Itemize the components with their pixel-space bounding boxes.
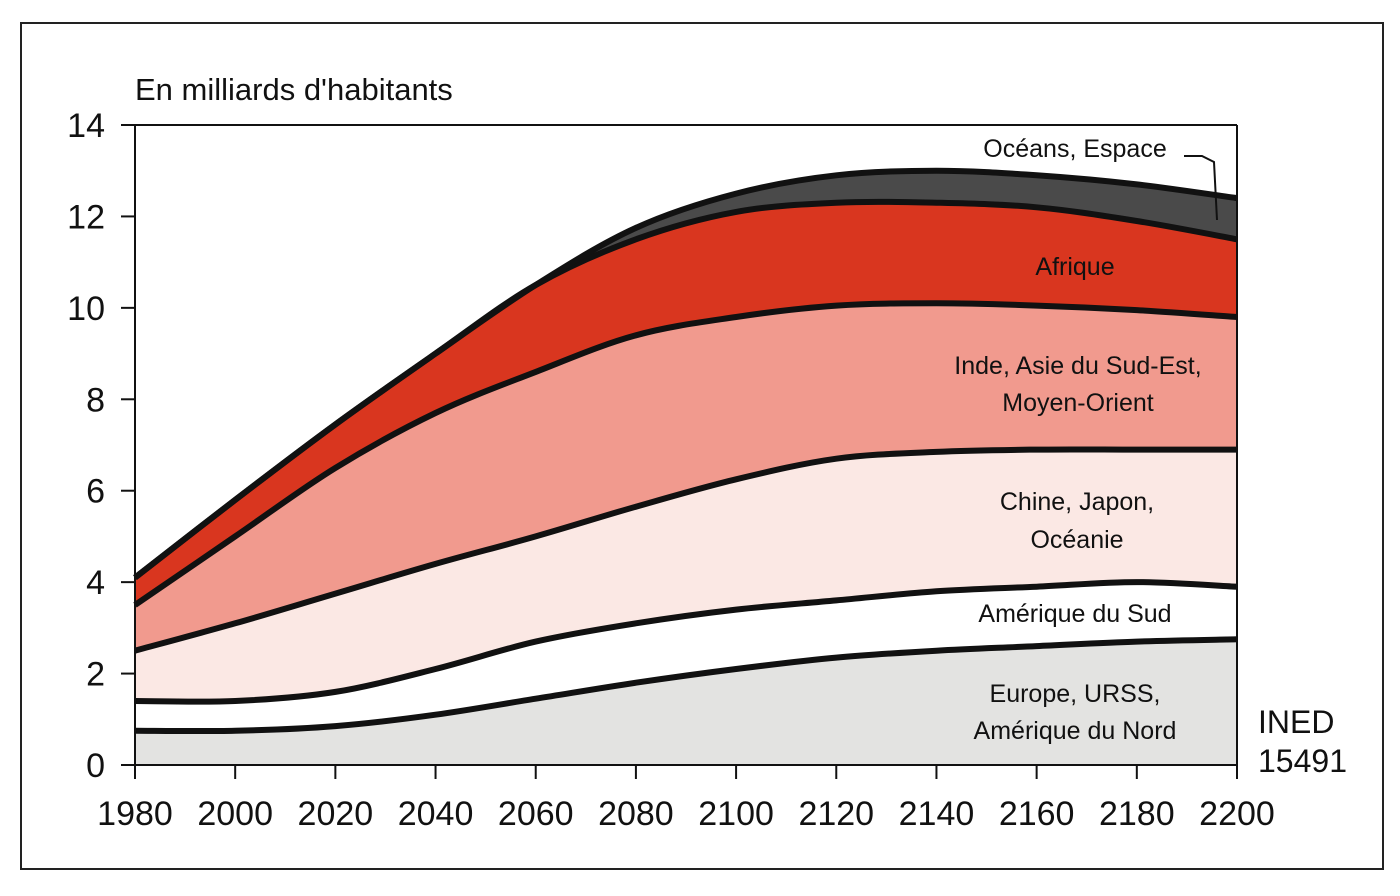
- x-tick-label: 2100: [698, 795, 774, 833]
- label-amerique-sud: Amérique du Sud: [978, 600, 1171, 628]
- label-inde-line1: Inde, Asie du Sud-Est,: [954, 352, 1201, 380]
- y-tick-label: 0: [86, 747, 105, 785]
- x-tick-label: 2000: [197, 795, 273, 833]
- y-tick-label: 10: [67, 290, 105, 328]
- x-tick-label: 2120: [798, 795, 874, 833]
- x-tick-label: 1980: [97, 795, 173, 833]
- x-tick-label: 2080: [598, 795, 674, 833]
- line-chine-japon-oc-anie: [134, 446, 1237, 654]
- label-inde-line2: Moyen-Orient: [1002, 389, 1153, 417]
- label-europe-line2: Amérique du Nord: [974, 717, 1177, 745]
- area-europe-urss-am-rique-du-nord: [135, 639, 1237, 765]
- line-am-rique-du-sud: [134, 579, 1238, 705]
- label-europe-line1: Europe, URSS,: [990, 680, 1161, 708]
- axes: 0 2 4 6 8 10 12 14 1980 2000 2020 2040 2060 2080 2100 2…: [67, 107, 1275, 833]
- source-label-line2: 15491: [1258, 743, 1347, 779]
- x-tick-label: 2060: [498, 795, 574, 833]
- y-tick-label: 8: [86, 381, 105, 419]
- y-tick-label: 4: [86, 564, 105, 602]
- label-afrique: Afrique: [1035, 253, 1114, 281]
- y-axis-title: En milliards d'habitants: [135, 72, 453, 107]
- x-tick-label: 2180: [1099, 795, 1175, 833]
- y-tick-label: 12: [67, 198, 105, 236]
- x-tick-label: 2140: [899, 795, 975, 833]
- y-tick-label: 2: [86, 656, 105, 694]
- label-oceans-leader: [1184, 155, 1218, 221]
- source-label-line1: INED: [1258, 704, 1334, 740]
- x-tick-label: 2040: [398, 795, 474, 833]
- x-tick-label: 2020: [298, 795, 374, 833]
- line-europe-urss-am-rique-du-nord: [134, 636, 1238, 735]
- line-oc-ans-espace: [133, 167, 1238, 580]
- label-oceans-espace: Océans, Espace: [983, 135, 1166, 163]
- y-tick-label: 6: [86, 473, 105, 511]
- labels: En milliards d'habitants Océans, Espace …: [135, 72, 1347, 779]
- stacked-areas: [133, 167, 1238, 765]
- label-chine-line1: Chine, Japon,: [1000, 488, 1154, 516]
- line-inde-asie-du-sud-est-moyen-orient: [133, 300, 1238, 608]
- label-chine-line2: Océanie: [1030, 526, 1123, 554]
- x-tick-label: 2200: [1199, 795, 1275, 833]
- y-tick-label: 14: [67, 107, 105, 145]
- x-tick-label: 2160: [999, 795, 1075, 833]
